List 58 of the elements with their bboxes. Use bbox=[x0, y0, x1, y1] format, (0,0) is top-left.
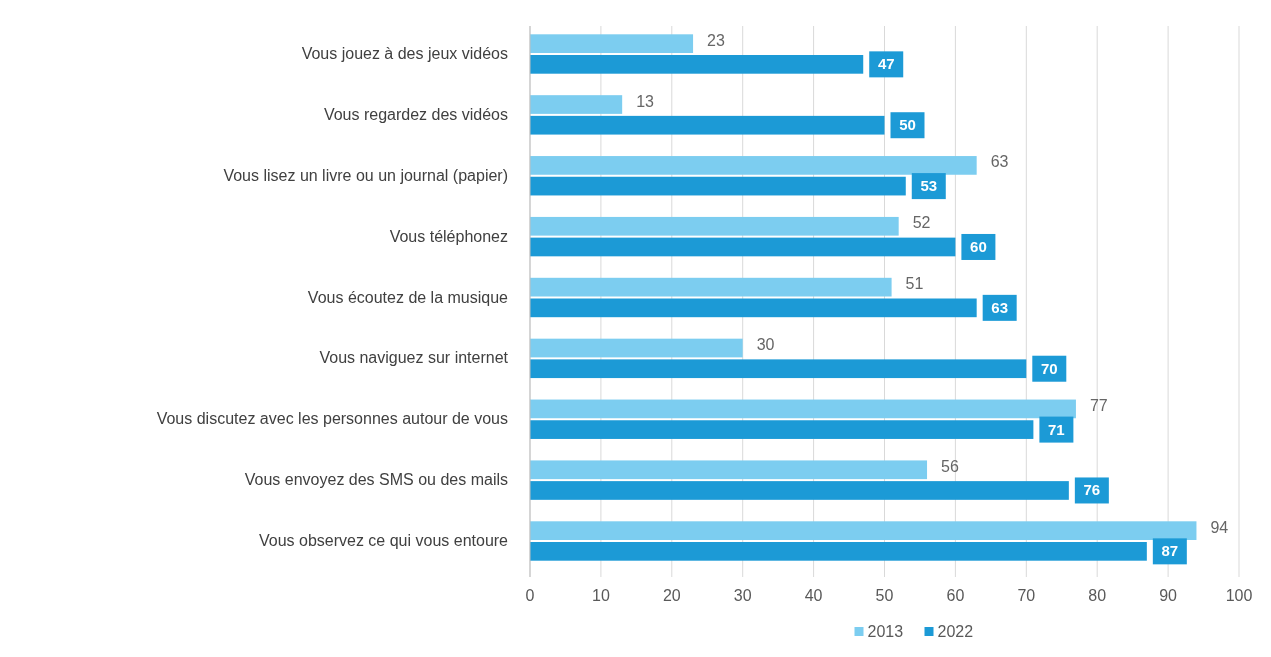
bar bbox=[530, 359, 1027, 379]
bar bbox=[530, 176, 906, 196]
data-label: 30 bbox=[756, 336, 775, 354]
x-tick-label: 30 bbox=[733, 587, 752, 604]
data-label: 70 bbox=[1040, 359, 1058, 377]
data-label: 60 bbox=[970, 237, 987, 255]
x-tick-label: 80 bbox=[1088, 587, 1107, 604]
x-tick-label: 100 bbox=[1225, 587, 1253, 604]
bar bbox=[530, 420, 1034, 439]
y-tick-label: Vous envoyez des SMS ou des mails bbox=[244, 471, 508, 489]
bar bbox=[530, 338, 743, 358]
y-tick-label: Vous écoutez de la musique bbox=[307, 288, 509, 306]
data-label: 71 bbox=[1048, 420, 1065, 438]
bar bbox=[530, 399, 1076, 419]
data-label: 63 bbox=[990, 153, 1009, 171]
y-tick-label: Vous regardez des vidéos bbox=[323, 105, 508, 123]
y-tick-label: Vous lisez un livre ou un journal (papier) bbox=[223, 166, 508, 184]
data-label: 50 bbox=[899, 116, 916, 134]
bar bbox=[530, 542, 1147, 561]
y-tick-label: Vous jouez à des jeux vidéos bbox=[301, 45, 508, 62]
y-tick-label: Vous naviguez sur internet bbox=[319, 349, 509, 367]
x-tick-label: 70 bbox=[1017, 587, 1036, 604]
bar bbox=[530, 115, 885, 135]
bar bbox=[530, 95, 623, 114]
data-label: 51 bbox=[905, 275, 924, 293]
data-label: 87 bbox=[1161, 542, 1179, 560]
y-tick-label: Vous observez ce qui vous entoure bbox=[258, 532, 509, 549]
bar bbox=[530, 460, 928, 480]
data-label: 56 bbox=[941, 457, 959, 475]
bar bbox=[530, 156, 977, 175]
x-tick-label: 40 bbox=[804, 587, 823, 604]
data-label: 13 bbox=[636, 92, 655, 110]
data-label: 23 bbox=[707, 31, 725, 49]
y-tick-label: Vous téléphonez bbox=[389, 227, 508, 245]
x-tick-label: 50 bbox=[875, 587, 894, 604]
bar bbox=[530, 481, 1069, 500]
data-label: 94 bbox=[1210, 518, 1229, 536]
data-label: 76 bbox=[1083, 481, 1101, 499]
x-tick-label: 20 bbox=[662, 587, 681, 604]
x-tick-label: 60 bbox=[946, 587, 965, 604]
bar bbox=[530, 55, 864, 74]
data-label: 52 bbox=[912, 214, 931, 232]
x-tick-label: 0 bbox=[525, 587, 535, 604]
y-tick-label: Vous discutez avec les personnes autour de vous bbox=[156, 410, 508, 428]
legend-label: 2022 bbox=[937, 623, 974, 640]
bar bbox=[530, 521, 1197, 540]
legend-label: 2013 bbox=[867, 623, 904, 640]
bar bbox=[530, 216, 899, 236]
x-tick-label: 90 bbox=[1159, 587, 1178, 604]
data-label: 77 bbox=[1089, 396, 1108, 414]
data-label: 47 bbox=[877, 55, 895, 73]
bar bbox=[530, 298, 977, 318]
data-label: 53 bbox=[920, 177, 938, 195]
bar bbox=[530, 34, 694, 53]
data-label: 63 bbox=[991, 298, 1009, 316]
bar bbox=[530, 277, 892, 297]
bar bbox=[530, 237, 956, 257]
x-tick-label: 10 bbox=[592, 587, 610, 604]
